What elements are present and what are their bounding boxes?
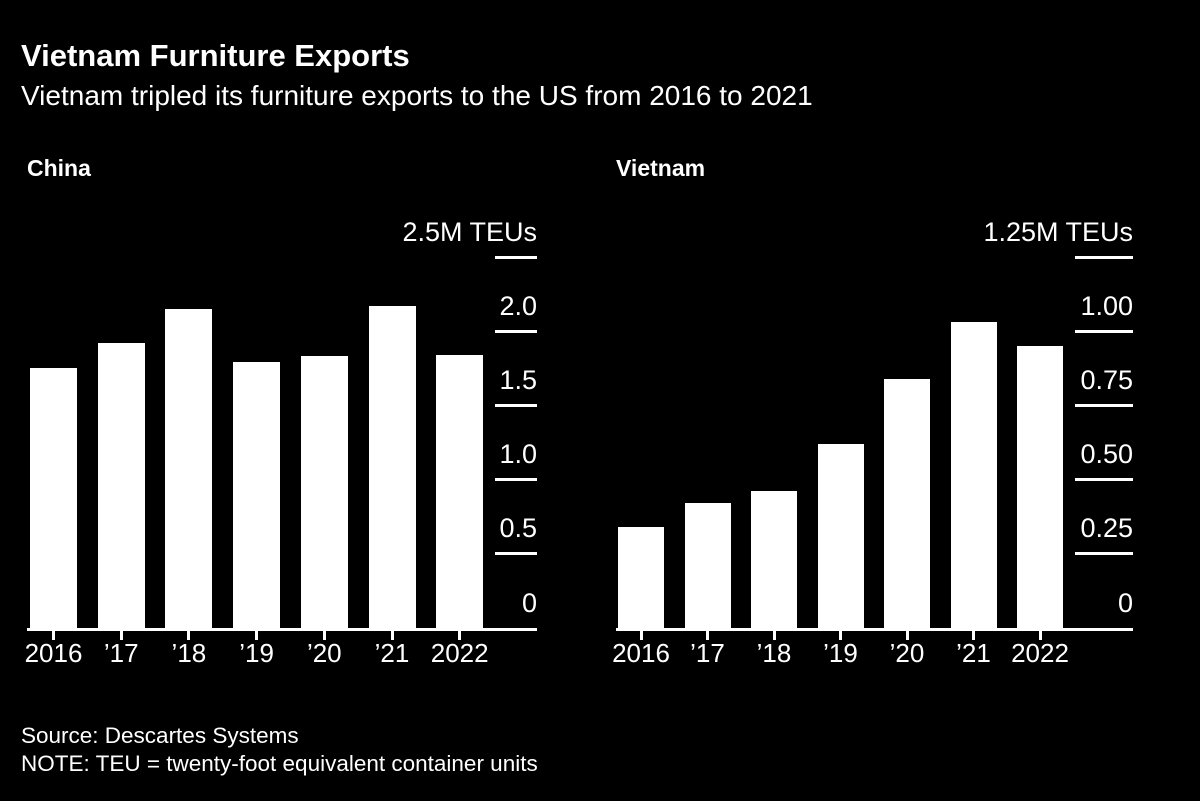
panel-vietnam-plot: 2016 ’17 ’18 ’19 ’20 ’21 2022 1.25M TEUs 1.00 0.7… <box>612 150 1133 680</box>
x-tick-’19 <box>839 631 842 640</box>
y-tick-dash-0.25 <box>1075 552 1133 556</box>
y-tick-dash-2.5M TEUs <box>495 255 537 259</box>
x-label-2022: 2022 <box>430 638 489 668</box>
y-tick-dash-1.5 <box>495 403 537 407</box>
x-tick-’18 <box>772 631 776 640</box>
x-tick-’21 <box>972 631 975 640</box>
y-tick-dash-2.0 <box>495 329 537 333</box>
x-label-’17: ’17 <box>103 638 139 668</box>
bar-’20 <box>884 378 930 628</box>
y-label-0.25: 0.25 <box>1080 513 1133 544</box>
x-label-’18: ’18 <box>171 638 207 668</box>
x-label-’18: ’18 <box>756 638 792 668</box>
x-label-2016: 2016 <box>24 638 83 668</box>
x-label-2022: 2022 <box>1011 638 1069 668</box>
x-tick-’17 <box>706 631 709 640</box>
panel-vietnam: Vietnam 2016 ’17 ’18 ’19 ’20 ’21 2022 1.25M TEU… <box>612 150 1133 680</box>
bar-’17 <box>97 343 145 628</box>
y-tick-dash-0.5 <box>495 552 537 556</box>
bar-2016 <box>618 527 664 628</box>
bar-2016 <box>30 368 77 628</box>
x-label-’20: ’20 <box>306 638 342 668</box>
x-label-’21: ’21 <box>956 638 991 668</box>
bar-’21 <box>950 322 997 628</box>
x-label-2016: 2016 <box>612 638 670 668</box>
chart-title: Vietnam Furniture Exports <box>21 38 410 73</box>
bar-’18 <box>751 491 797 628</box>
y-label-1.00: 1.00 <box>1080 290 1133 321</box>
bar-2022 <box>1017 346 1063 628</box>
x-tick-’17 <box>119 631 123 640</box>
x-axis-line <box>27 628 537 631</box>
x-tick-’19 <box>255 631 259 640</box>
bar-’21 <box>368 305 416 628</box>
x-tick-’20 <box>905 631 909 640</box>
y-label-1.0: 1.0 <box>499 439 537 470</box>
bar-’20 <box>300 356 348 628</box>
x-tick-’20 <box>322 631 326 640</box>
y-tick-dash-1.0 <box>495 478 537 482</box>
x-tick-2022 <box>1038 631 1042 640</box>
chart-subtitle: Vietnam tripled its furniture exports to… <box>21 80 813 111</box>
y-tick-dash-1.00 <box>1075 329 1133 333</box>
y-tick-dash-0.50 <box>1075 478 1133 482</box>
x-tick-’21 <box>390 631 394 640</box>
note-text: NOTE: TEU = twenty-foot equivalent conta… <box>21 750 538 776</box>
panel-china-label: China <box>27 155 91 181</box>
bar-’19 <box>817 443 864 628</box>
panel-china: China 2016 ’17 ’18 ’19 ’20 ’21 2022 2.5M TEUs 2.… <box>24 150 537 680</box>
x-label-’19: ’19 <box>823 638 858 668</box>
x-label-’17: ’17 <box>690 638 725 668</box>
bar-’17 <box>684 503 731 628</box>
y-label-0.5: 0.5 <box>499 513 537 544</box>
x-label-’21: ’21 <box>374 638 410 668</box>
y-label-0: 0 <box>1117 587 1133 618</box>
x-tick-’18 <box>187 631 191 640</box>
x-tick-2016 <box>639 631 643 640</box>
x-axis-line <box>616 628 1133 631</box>
x-tick-2022 <box>458 631 462 640</box>
bar-’18 <box>165 308 213 628</box>
source-text: Source: Descartes Systems <box>21 723 299 748</box>
bar-’19 <box>233 362 281 628</box>
y-label-1.25M TEUs: 1.25M TEUs <box>983 216 1133 247</box>
bar-2022 <box>436 354 484 628</box>
y-tick-dash-1.25M TEUs <box>1075 255 1133 259</box>
panel-vietnam-label: Vietnam <box>616 155 706 181</box>
y-tick-dash-0.75 <box>1075 403 1133 407</box>
y-label-1.5: 1.5 <box>499 364 537 395</box>
y-label-0: 0 <box>521 587 537 618</box>
y-label-2.0: 2.0 <box>499 290 537 321</box>
y-label-2.5M TEUs: 2.5M TEUs <box>402 216 537 247</box>
x-label-’19: ’19 <box>239 638 274 668</box>
y-label-0.75: 0.75 <box>1080 364 1133 395</box>
panel-china-plot: 2016 ’17 ’18 ’19 ’20 ’21 2022 2.5M TEUs 2.0 1.5 1.… <box>24 150 537 680</box>
x-label-’20: ’20 <box>889 638 925 668</box>
y-label-0.50: 0.50 <box>1080 439 1133 470</box>
x-tick-2016 <box>52 631 55 640</box>
footer: Source: Descartes Systems NOTE: TEU = tw… <box>21 722 538 777</box>
